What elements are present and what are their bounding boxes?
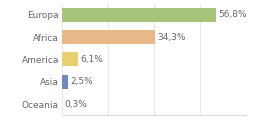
- Text: 56,8%: 56,8%: [218, 10, 247, 19]
- Text: 2,5%: 2,5%: [71, 77, 93, 86]
- Text: 34,3%: 34,3%: [157, 33, 185, 42]
- Bar: [62, 8, 216, 22]
- Text: 0,3%: 0,3%: [65, 99, 87, 108]
- Text: 6,1%: 6,1%: [80, 55, 103, 64]
- Bar: [62, 30, 155, 44]
- Bar: [62, 75, 68, 89]
- Bar: [62, 52, 78, 66]
